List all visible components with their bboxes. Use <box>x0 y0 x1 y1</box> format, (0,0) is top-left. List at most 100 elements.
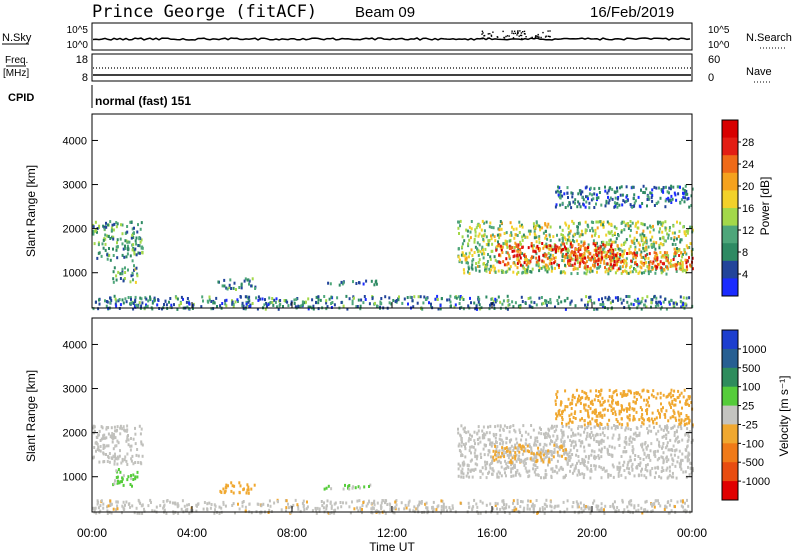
echo-cell <box>155 505 158 509</box>
echo-cell <box>392 299 395 302</box>
echo-cell <box>618 422 621 426</box>
nsearch-dot <box>503 36 505 39</box>
echo-cell <box>561 445 564 449</box>
echo-cell <box>610 409 613 413</box>
echo-cell <box>651 199 654 203</box>
echo-cell <box>557 193 560 197</box>
echo-cell <box>146 304 149 308</box>
echo-cell <box>592 501 595 505</box>
echo-cell <box>578 470 580 474</box>
echo-cell <box>272 303 275 307</box>
echo-cell <box>602 466 605 470</box>
echo-cell <box>561 412 564 416</box>
echo-cell <box>565 241 568 245</box>
echo-cell <box>539 451 542 455</box>
echo-cell <box>114 452 116 456</box>
echo-cell <box>612 253 615 257</box>
echo-cell <box>467 439 470 443</box>
echo-cell <box>163 508 166 512</box>
nave-bottom-tick: 0 <box>708 72 714 84</box>
echo-cell <box>665 185 667 189</box>
echo-cell <box>613 201 616 205</box>
echo-cell <box>315 295 318 299</box>
echo-cell <box>579 462 582 465</box>
echo-cell <box>646 453 649 457</box>
echo-cell <box>675 237 678 241</box>
echo-cell <box>535 256 538 260</box>
echo-cell <box>563 245 566 249</box>
echo-cell <box>593 464 596 468</box>
echo-cell <box>561 431 564 435</box>
echo-cell <box>560 250 563 254</box>
echo-cell <box>93 425 96 429</box>
echo-cell <box>656 465 659 469</box>
echo-cell <box>365 279 368 283</box>
echo-cell <box>115 245 118 249</box>
echo-cell <box>461 245 464 249</box>
echo-cell <box>330 504 333 508</box>
echo-cell <box>593 233 596 237</box>
echo-cell <box>494 501 497 505</box>
echo-cell <box>292 503 295 507</box>
echo-cell <box>561 228 564 232</box>
freq-panel <box>91 53 693 82</box>
echo-cell <box>556 445 558 449</box>
echo-cell <box>469 236 472 240</box>
echo-cell <box>467 501 470 505</box>
echo-cell <box>430 302 432 306</box>
echo-cell <box>542 460 545 464</box>
echo-cell <box>110 226 113 230</box>
echo-cell <box>135 236 138 240</box>
echo-cell <box>546 237 549 241</box>
echo-cell <box>527 499 530 503</box>
echo-cell <box>569 242 572 246</box>
echo-cell <box>680 267 683 271</box>
echo-cell <box>121 272 124 276</box>
echo-cell <box>139 461 142 465</box>
echo-cell <box>379 300 382 304</box>
echo-cell <box>495 248 498 252</box>
echo-cell <box>293 298 296 302</box>
echo-cell <box>524 270 527 273</box>
echo-cell <box>442 502 445 506</box>
echo-cell <box>329 500 332 504</box>
echo-cell <box>524 449 527 453</box>
echo-cell <box>660 266 663 270</box>
echo-cell <box>616 252 619 255</box>
echo-cell <box>279 299 282 302</box>
echo-cell <box>577 469 580 472</box>
echo-cell <box>563 247 566 251</box>
echo-cell <box>109 220 112 224</box>
echo-cell <box>325 299 328 303</box>
echo-cell <box>415 507 418 511</box>
echo-cell <box>559 445 562 449</box>
echo-cell <box>477 511 480 515</box>
echo-cell <box>597 266 600 270</box>
echo-cell <box>608 248 611 252</box>
echo-cell <box>103 460 106 463</box>
echo-cell <box>641 408 643 412</box>
echo-cell <box>615 226 618 230</box>
echo-cell <box>102 443 105 447</box>
echo-cell <box>622 252 625 256</box>
echo-cell <box>476 241 479 245</box>
echo-cell <box>227 484 229 488</box>
echo-cell <box>120 461 123 465</box>
echo-cell <box>544 255 547 259</box>
echo-cell <box>119 432 122 436</box>
echo-cell <box>600 502 603 506</box>
echo-cell <box>563 236 566 240</box>
echo-cell <box>649 269 652 273</box>
echo-cell <box>662 458 665 462</box>
echo-cell <box>628 407 631 411</box>
echo-cell <box>511 225 513 229</box>
echo-cell <box>595 455 598 459</box>
echo-cell <box>687 455 689 459</box>
x-tick-label: 00:00 <box>677 526 707 540</box>
echo-cell <box>311 509 314 513</box>
echo-cell <box>501 245 504 249</box>
echo-cell <box>493 434 495 438</box>
echo-cell <box>505 257 508 261</box>
echo-cell <box>117 479 119 483</box>
echo-cell <box>675 251 678 255</box>
